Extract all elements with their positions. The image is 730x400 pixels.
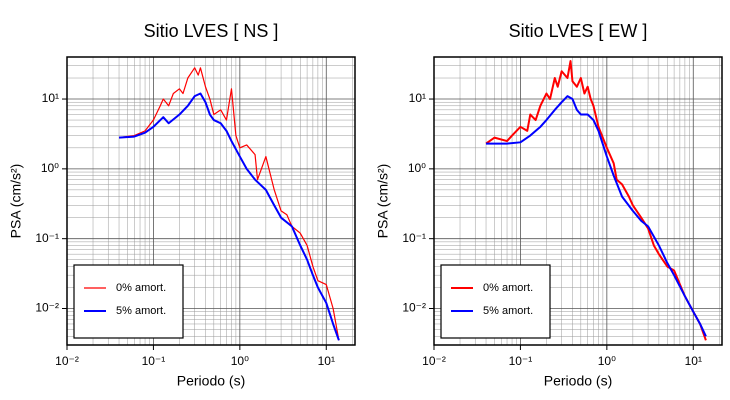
legend-box — [440, 264, 551, 339]
line-series — [486, 95, 707, 337]
x-tick-label: 10⁰ — [598, 354, 616, 368]
x-axis-label: Periodo (s) — [544, 373, 612, 389]
plot-frame — [66, 56, 356, 346]
legend-label: 5% amort. — [483, 305, 533, 317]
y-tick-label: 10⁻¹ — [35, 231, 59, 245]
x-tick-label: 10¹ — [318, 354, 335, 368]
legend-label: 0% amort. — [483, 282, 533, 294]
x-tick-label: 10⁻² — [422, 354, 446, 368]
legend-label: 0% amort. — [116, 282, 166, 294]
y-tick-label: 10⁻² — [402, 301, 426, 315]
legend-box — [73, 264, 184, 339]
line-series — [118, 67, 340, 341]
y-tick-label: 10¹ — [42, 91, 59, 105]
x-tick-label: 10⁻¹ — [142, 354, 166, 368]
x-tick-label: 10¹ — [685, 354, 702, 368]
plot-frame — [433, 56, 723, 346]
y-axis-label: PSA (cm/s²) — [375, 164, 391, 239]
legend-label: 5% amort. — [116, 305, 166, 317]
chart-title: Sitio LVES [ NS ] — [144, 21, 279, 41]
x-tick-label: 10⁻¹ — [509, 354, 533, 368]
line-series — [118, 92, 340, 341]
y-tick-label: 10⁻¹ — [402, 231, 426, 245]
y-tick-label: 10¹ — [409, 91, 426, 105]
x-tick-label: 10⁰ — [231, 354, 249, 368]
y-axis-label: PSA (cm/s²) — [8, 164, 24, 239]
x-tick-label: 10⁻² — [55, 354, 79, 368]
line-series — [485, 60, 707, 341]
y-tick-label: 10⁰ — [408, 161, 426, 175]
x-axis-label: Periodo (s) — [177, 373, 245, 389]
y-tick-label: 10⁰ — [41, 161, 59, 175]
y-tick-label: 10⁻² — [35, 301, 59, 315]
chart-title: Sitio LVES [ EW ] — [509, 21, 648, 41]
